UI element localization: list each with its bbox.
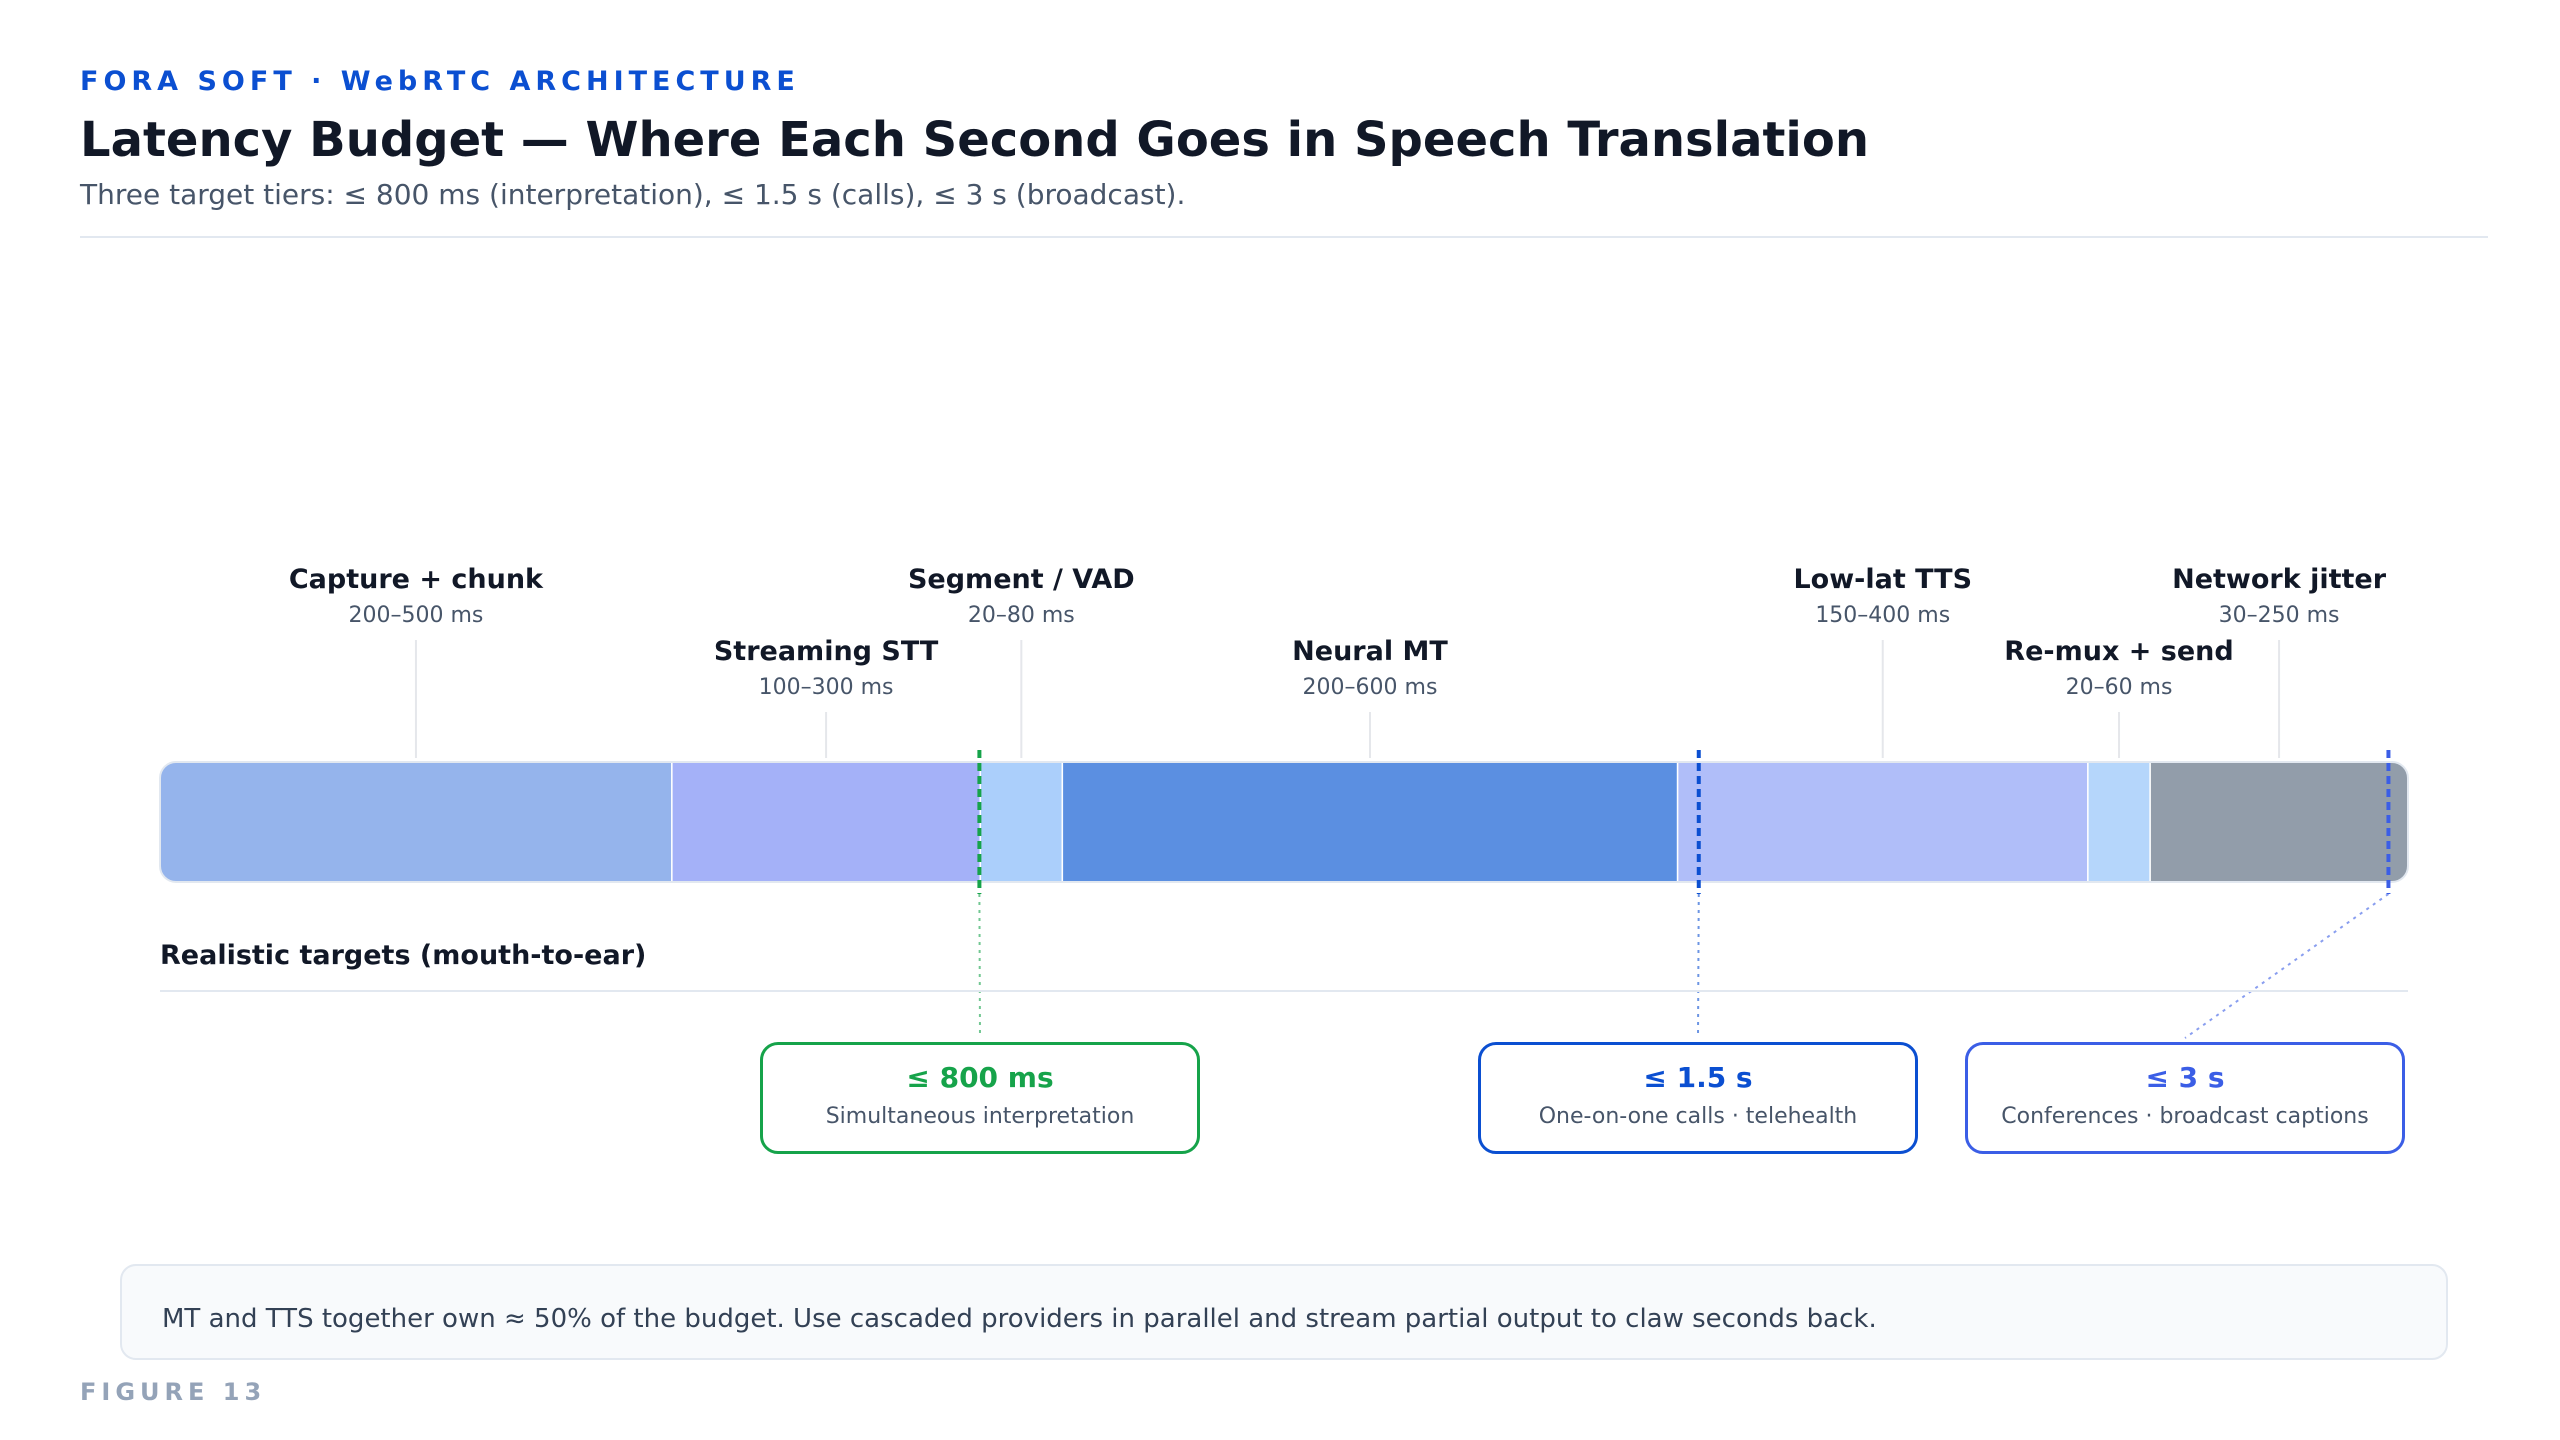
segment-range-re-mux-send: 20–60 ms (2066, 675, 2173, 700)
target-value: ≤ 800 ms (906, 1061, 1054, 1094)
bar-segment-capture-chunk (160, 762, 673, 882)
bar-segment-neural-mt (1061, 762, 1679, 882)
page-title: Latency Budget — Where Each Second Goes … (80, 112, 1870, 168)
target-value: ≤ 3 s (2145, 1061, 2225, 1094)
bar-segment-segment-vad (979, 762, 1064, 882)
targets-heading: Realistic targets (mouth-to-ear) (160, 940, 647, 971)
segment-label-low-lat-tts: Low-lat TTS (1793, 564, 1972, 595)
page-subtitle: Three target tiers: ≤ 800 ms (interpreta… (80, 178, 1186, 211)
target-markers (977, 750, 2391, 1039)
takeaway-text: MT and TTS together own ≈ 50% of the bud… (162, 1304, 1877, 1334)
segment-range-neural-mt: 200–600 ms (1303, 675, 1438, 700)
segment-range-network-jitter: 30–250 ms (2219, 603, 2340, 628)
segment-range-low-lat-tts: 150–400 ms (1815, 603, 1950, 628)
target-description: One-on-one calls · telehealth (1538, 1104, 1858, 1129)
bar-segment-re-mux-send (2087, 762, 2151, 882)
segment-range-streaming-stt: 100–300 ms (759, 675, 894, 700)
bar-segment-low-lat-tts (1676, 762, 2089, 882)
target-card-calls: ≤ 1.5 s One-on-one calls · telehealth (1478, 1042, 1918, 1154)
segment-label-streaming-stt: Streaming STT (714, 636, 939, 667)
segment-label-re-mux-send: Re-mux + send (2004, 636, 2233, 667)
latency-bar (160, 762, 2408, 882)
segment-labels: Capture + chunk 200–500 ms Streaming STT 10… (289, 564, 2387, 700)
bar-segment-streaming-stt (671, 762, 982, 882)
segment-label-network-jitter: Network jitter (2172, 564, 2387, 595)
segment-label-capture-chunk: Capture + chunk (289, 564, 544, 595)
takeaway-note: MT and TTS together own ≈ 50% of the bud… (120, 1264, 2448, 1360)
targets-divider (160, 990, 2408, 992)
target-description: Conferences · broadcast captions (2001, 1104, 2369, 1129)
figure-label: FIGURE 13 (80, 1378, 267, 1406)
segment-range-segment-vad: 20–80 ms (968, 603, 1075, 628)
segment-label-neural-mt: Neural MT (1292, 636, 1448, 667)
target-leader-0 (978, 893, 981, 1039)
target-leader-1 (1697, 893, 1700, 1039)
header-divider (80, 236, 2488, 238)
segment-label-segment-vad: Segment / VAD (908, 564, 1135, 595)
target-card-broadcast: ≤ 3 s Conferences · broadcast captions (1965, 1042, 2405, 1154)
header-kicker: FORA SOFT · WebRTC ARCHITECTURE (80, 66, 800, 97)
bar-segment-network-jitter (2149, 762, 2408, 882)
target-leader-2 (2184, 893, 2390, 1039)
label-connectors (414, 640, 2281, 758)
target-value: ≤ 1.5 s (1643, 1061, 1753, 1094)
target-description: Simultaneous interpretation (825, 1104, 1135, 1129)
target-card-interpretation: ≤ 800 ms Simultaneous interpretation (760, 1042, 1200, 1154)
segment-range-capture-chunk: 200–500 ms (348, 603, 483, 628)
latency-bar-outline (159, 761, 2409, 883)
